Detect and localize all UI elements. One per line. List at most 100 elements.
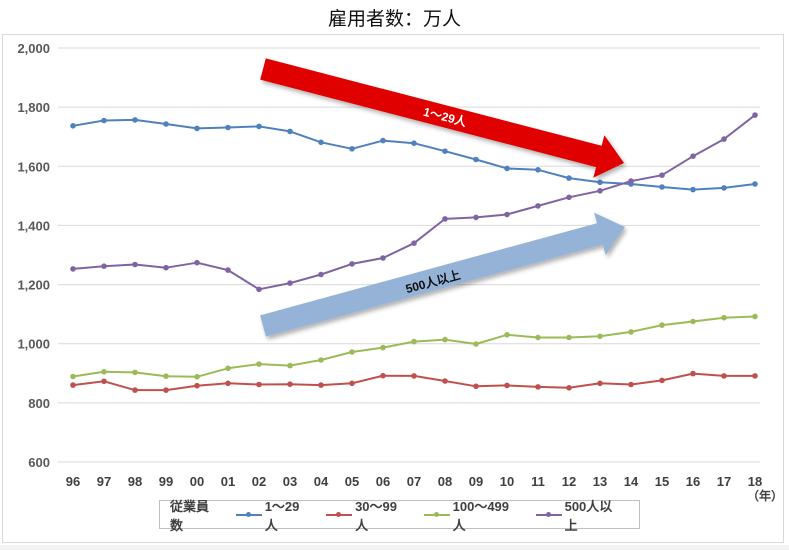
legend-item-30-99[interactable]: 30〜99人 [326,496,410,534]
data-point [535,334,541,341]
data-point [194,382,200,389]
x-tick-label: 02 [252,474,266,489]
chart-frame [2,34,784,543]
x-tick-label: 15 [655,474,669,489]
data-point [721,185,727,191]
data-point [690,186,696,193]
data-point [597,333,603,340]
data-point [70,382,76,388]
x-tick-label: 10 [500,474,514,489]
data-point [318,382,324,388]
legend-label: 30〜99人 [355,498,397,533]
x-tick-label: 07 [407,474,421,489]
red-down-arrow: 1〜29人 [260,58,624,178]
data-point [132,369,138,376]
data-point [690,153,696,159]
data-point [411,240,417,246]
x-axis-labels: 96 97 98 99 00 01 02 03 04 05 06 07 08 09 10 11 12 13 14 15… [66,474,762,489]
x-tick-label: 18 [748,474,762,489]
x-tick-label: 03 [283,474,297,489]
x-tick-label: 98 [128,474,142,489]
data-point [256,286,262,293]
legend-item-1-29[interactable]: 1〜29人 [235,496,312,534]
x-tick-label: 14 [624,474,639,489]
data-point [566,385,572,391]
bottom-strip [0,545,789,550]
data-point [349,380,355,387]
data-point [628,329,634,335]
data-point [163,387,169,393]
data-point [566,334,572,341]
legend-line-marker-icon [326,511,353,517]
data-point [287,381,293,388]
data-point [597,380,603,387]
data-point [721,314,727,321]
data-point [659,172,665,178]
data-point [473,341,479,347]
data-point [349,261,355,267]
gridlines [58,47,760,463]
data-point [163,121,169,127]
x-tick-label: 11 [531,474,545,489]
data-point [752,112,758,118]
data-point [132,117,138,123]
data-point [659,322,665,328]
data-point [380,372,386,379]
x-tick-label: 17 [717,474,731,489]
data-point [194,374,200,380]
legend-label: 100〜499人 [452,498,510,533]
data-point [473,214,479,221]
data-point [101,263,107,270]
data-point [690,318,696,325]
x-tick-label: 00 [190,474,204,489]
y-tick-label: 800 [28,396,50,411]
data-point [225,124,231,131]
data-point [318,357,324,363]
data-point [659,184,665,190]
data-point [194,259,200,266]
legend-line-marker-icon [423,511,450,517]
x-tick-label: 99 [159,474,173,489]
chart-title: 雇用者数：万人 [327,8,461,30]
data-point [194,125,200,132]
data-point [411,373,417,379]
x-tick-label: 12 [562,474,576,489]
data-point [752,373,758,379]
legend-item-100-499[interactable]: 100〜499人 [423,496,522,534]
x-axis-unit-label: （年） [747,489,784,503]
data-point [442,148,448,154]
data-point [225,365,231,372]
data-point [163,373,169,380]
legend-label: 500人以上 [564,498,613,533]
data-point [752,181,758,187]
data-point [318,139,324,146]
data-point [380,255,386,261]
data-point [225,267,231,273]
x-tick-label: 08 [438,474,452,489]
legend-line-marker-icon [535,511,562,517]
y-tick-label: 600 [28,455,50,470]
series-line [70,112,758,293]
series-lines [70,112,758,393]
data-point [70,373,76,380]
series-line [70,313,758,380]
x-tick-label: 06 [376,474,390,489]
x-tick-label: 16 [686,474,700,489]
x-tick-label: 04 [314,474,329,489]
x-tick-label: 96 [66,474,80,489]
data-point [504,165,510,172]
legend-item-500-plus[interactable]: 500人以上 [535,496,625,534]
legend-title: 従業員数 [170,498,210,533]
y-tick-label: 1,000 [17,337,50,352]
data-point [597,179,603,186]
data-point [287,362,293,369]
data-point [628,381,634,388]
y-tick-label: 2,000 [17,41,50,56]
y-tick-label: 1,800 [17,100,50,115]
data-point [752,313,758,320]
data-point [442,378,448,384]
data-point [70,266,76,272]
data-point [504,382,510,389]
x-tick-label: 13 [593,474,607,489]
